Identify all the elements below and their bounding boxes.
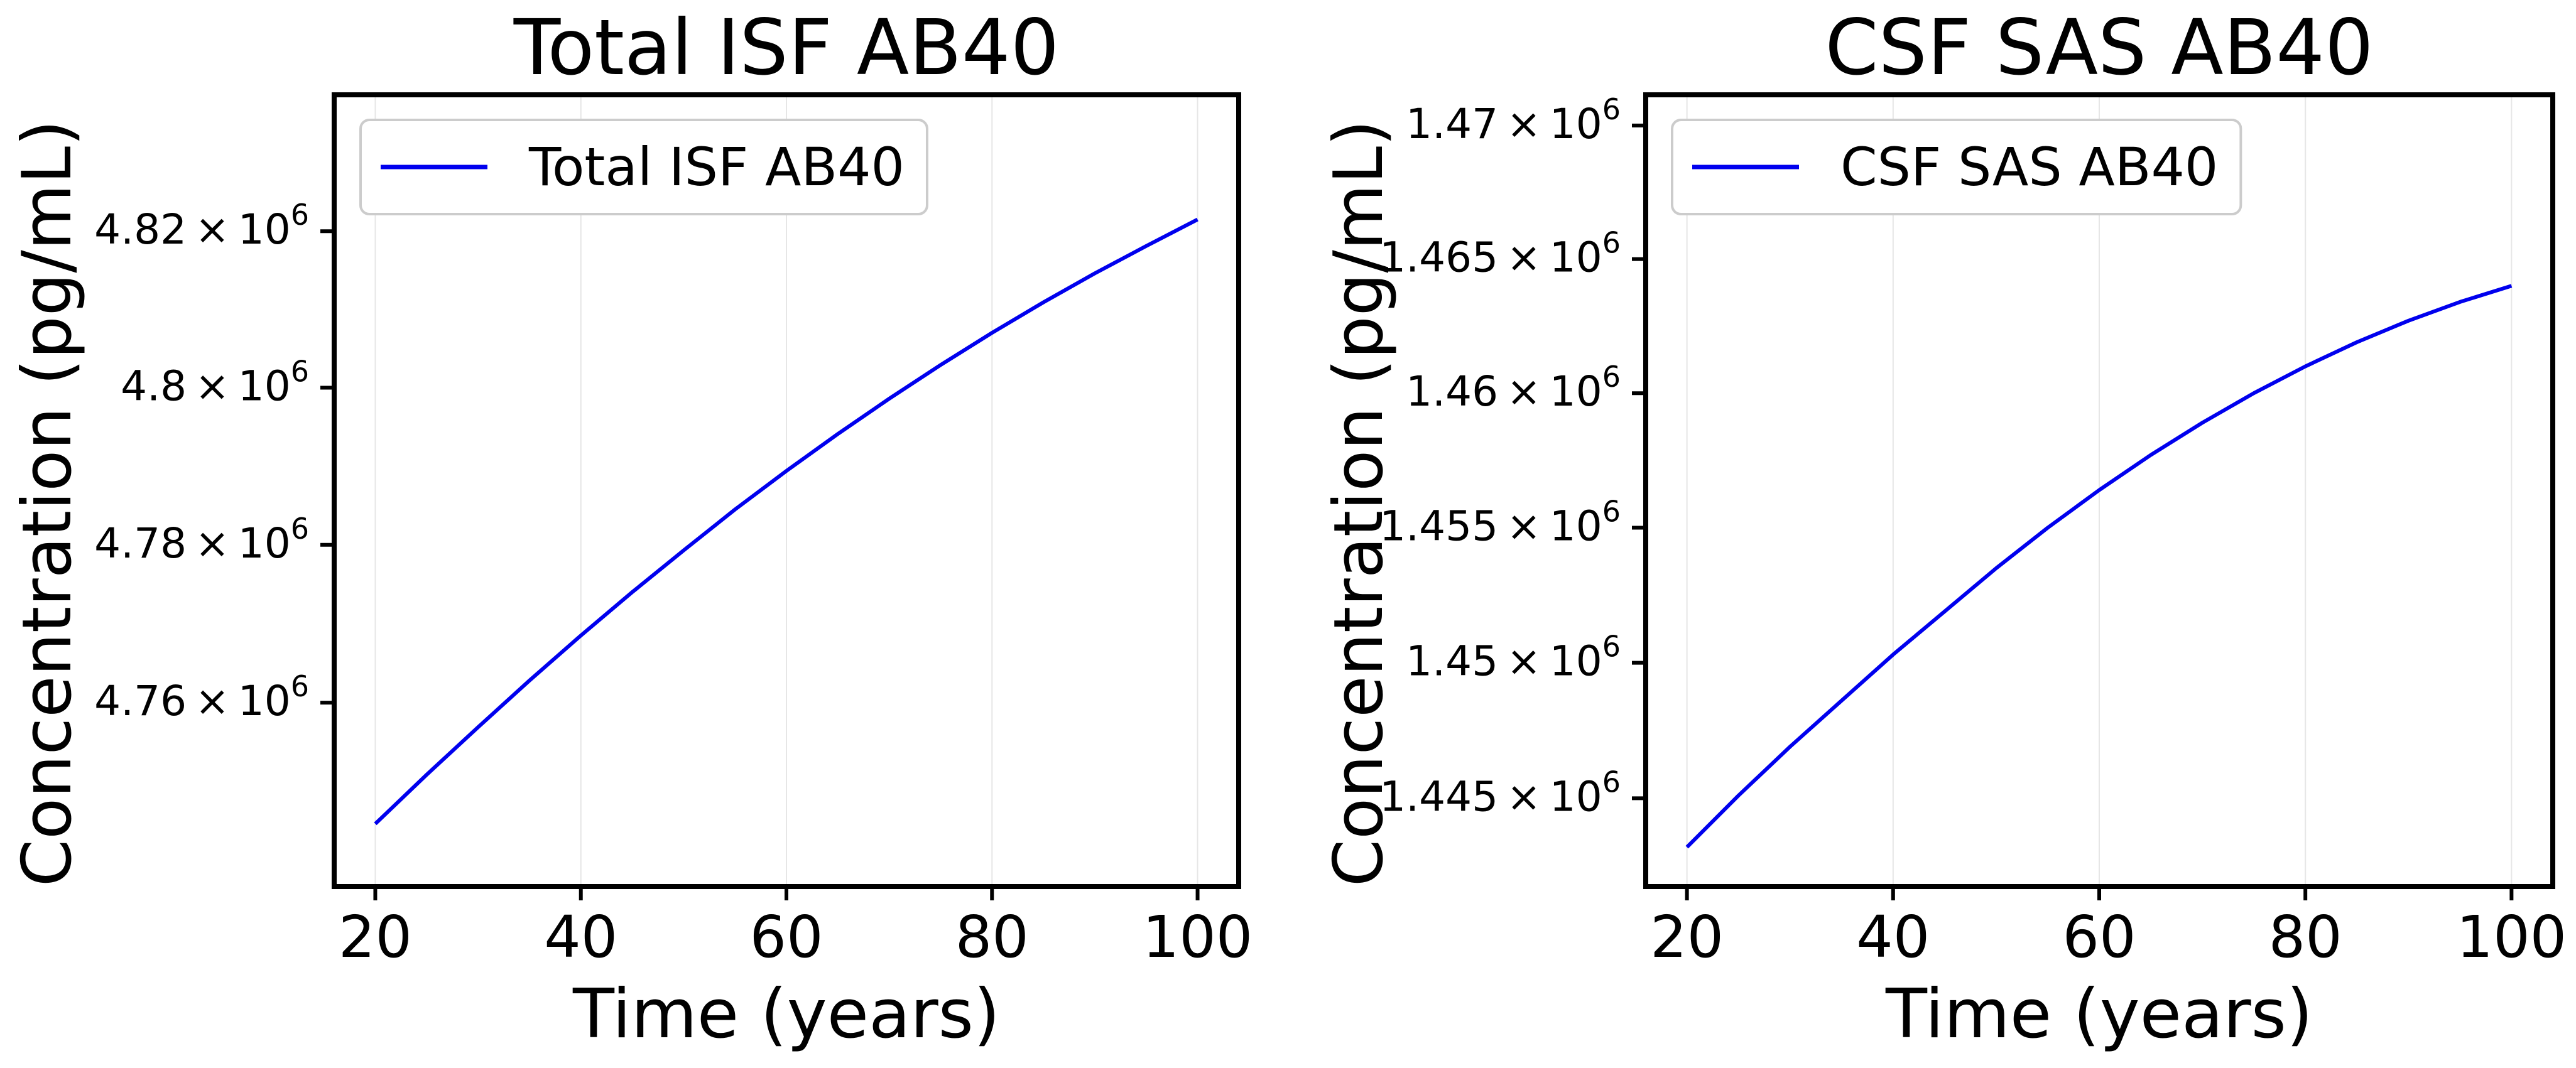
y-tick-exponent: 6	[291, 354, 309, 388]
y-tick-label: 1.465 × 106	[1379, 226, 1621, 282]
y-tick-label: 1.47 × 106	[1406, 92, 1621, 148]
y-tick-mantissa: 1.465	[1379, 234, 1498, 282]
chart-panel-1: 20 40 60 80 100 4.76 × 106 4.78 × 106 4.8 × 106…	[8, 3, 1253, 1054]
y-tick-exponent: 6	[291, 198, 309, 232]
x-tick-label: 100	[1143, 903, 1253, 971]
y-tick-mantissa: 1.46	[1406, 367, 1498, 416]
chart-title: Total ISF AB40	[513, 3, 1059, 92]
y-tick-label: 1.46 × 106	[1406, 360, 1621, 416]
x-tick-label: 80	[2269, 903, 2342, 971]
y-tick-exponent: 6	[291, 669, 309, 703]
chart-panel-2: 20 40 60 80 100 1.445 × 106 1.45 × 106 1.455 × …	[1320, 3, 2567, 1054]
legend-label: CSF SAS AB40	[1840, 136, 2218, 198]
y-tick-mantissa: 4.82	[94, 205, 187, 254]
x-tick-label: 80	[955, 903, 1029, 971]
x-tick-label: 100	[2457, 903, 2567, 971]
y-tick-mantissa: 4.78	[94, 519, 187, 568]
x-tick-label: 60	[2062, 903, 2136, 971]
y-tick-mantissa: 1.47	[1406, 100, 1498, 148]
x-tick-label: 40	[1856, 903, 1930, 971]
y-tick-exponent: 6	[1602, 226, 1621, 260]
y-tick-mantissa: 4.76	[94, 677, 187, 725]
y-tick-label: 4.76 × 106	[94, 669, 309, 725]
legend: CSF SAS AB40	[1671, 119, 2242, 215]
legend-label: Total ISF AB40	[528, 136, 905, 198]
y-tick-label: 1.445 × 106	[1379, 765, 1621, 821]
y-tick-label: 4.78 × 106	[94, 512, 309, 568]
y-tick-exponent: 6	[1602, 92, 1621, 126]
y-tick-mantissa: 4.8	[121, 362, 187, 410]
x-tick-label: 20	[339, 903, 412, 971]
y-tick-label: 4.82 × 106	[94, 198, 309, 254]
chart-title: CSF SAS AB40	[1825, 3, 2373, 92]
y-tick-exponent: 6	[1602, 360, 1621, 394]
y-tick-label: 1.45 × 106	[1406, 630, 1621, 686]
y-tick-exponent: 6	[291, 512, 309, 546]
y-axis-label: Concentration (pg/mL)	[8, 120, 87, 887]
y-tick-exponent: 6	[1602, 765, 1621, 799]
y-tick-label: 4.8 × 106	[121, 354, 309, 410]
y-tick-mantissa: 1.45	[1406, 637, 1498, 686]
legend-box	[359, 119, 928, 215]
x-tick-label: 40	[544, 903, 617, 971]
x-tick-label: 60	[749, 903, 823, 971]
y-axis-label: Concentration (pg/mL)	[1320, 120, 1398, 887]
legend-box	[1671, 119, 2242, 215]
x-tick-label: 20	[1650, 903, 1724, 971]
y-tick-mantissa: 1.455	[1379, 502, 1498, 551]
x-axis-label: Time (years)	[572, 975, 1000, 1054]
legend: Total ISF AB40	[359, 119, 928, 215]
series-line	[374, 217, 1198, 826]
y-tick-exponent: 6	[1602, 495, 1621, 529]
y-tick-exponent: 6	[1602, 630, 1621, 664]
y-tick-mantissa: 1.445	[1379, 772, 1498, 821]
series-line	[1685, 284, 2513, 849]
y-tick-label: 1.455 × 106	[1379, 495, 1621, 551]
x-axis-label: Time (years)	[1885, 975, 2313, 1054]
